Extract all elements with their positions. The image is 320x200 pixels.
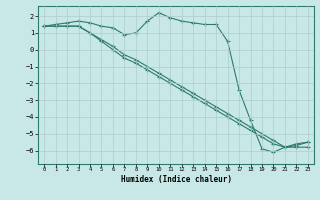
- X-axis label: Humidex (Indice chaleur): Humidex (Indice chaleur): [121, 175, 231, 184]
